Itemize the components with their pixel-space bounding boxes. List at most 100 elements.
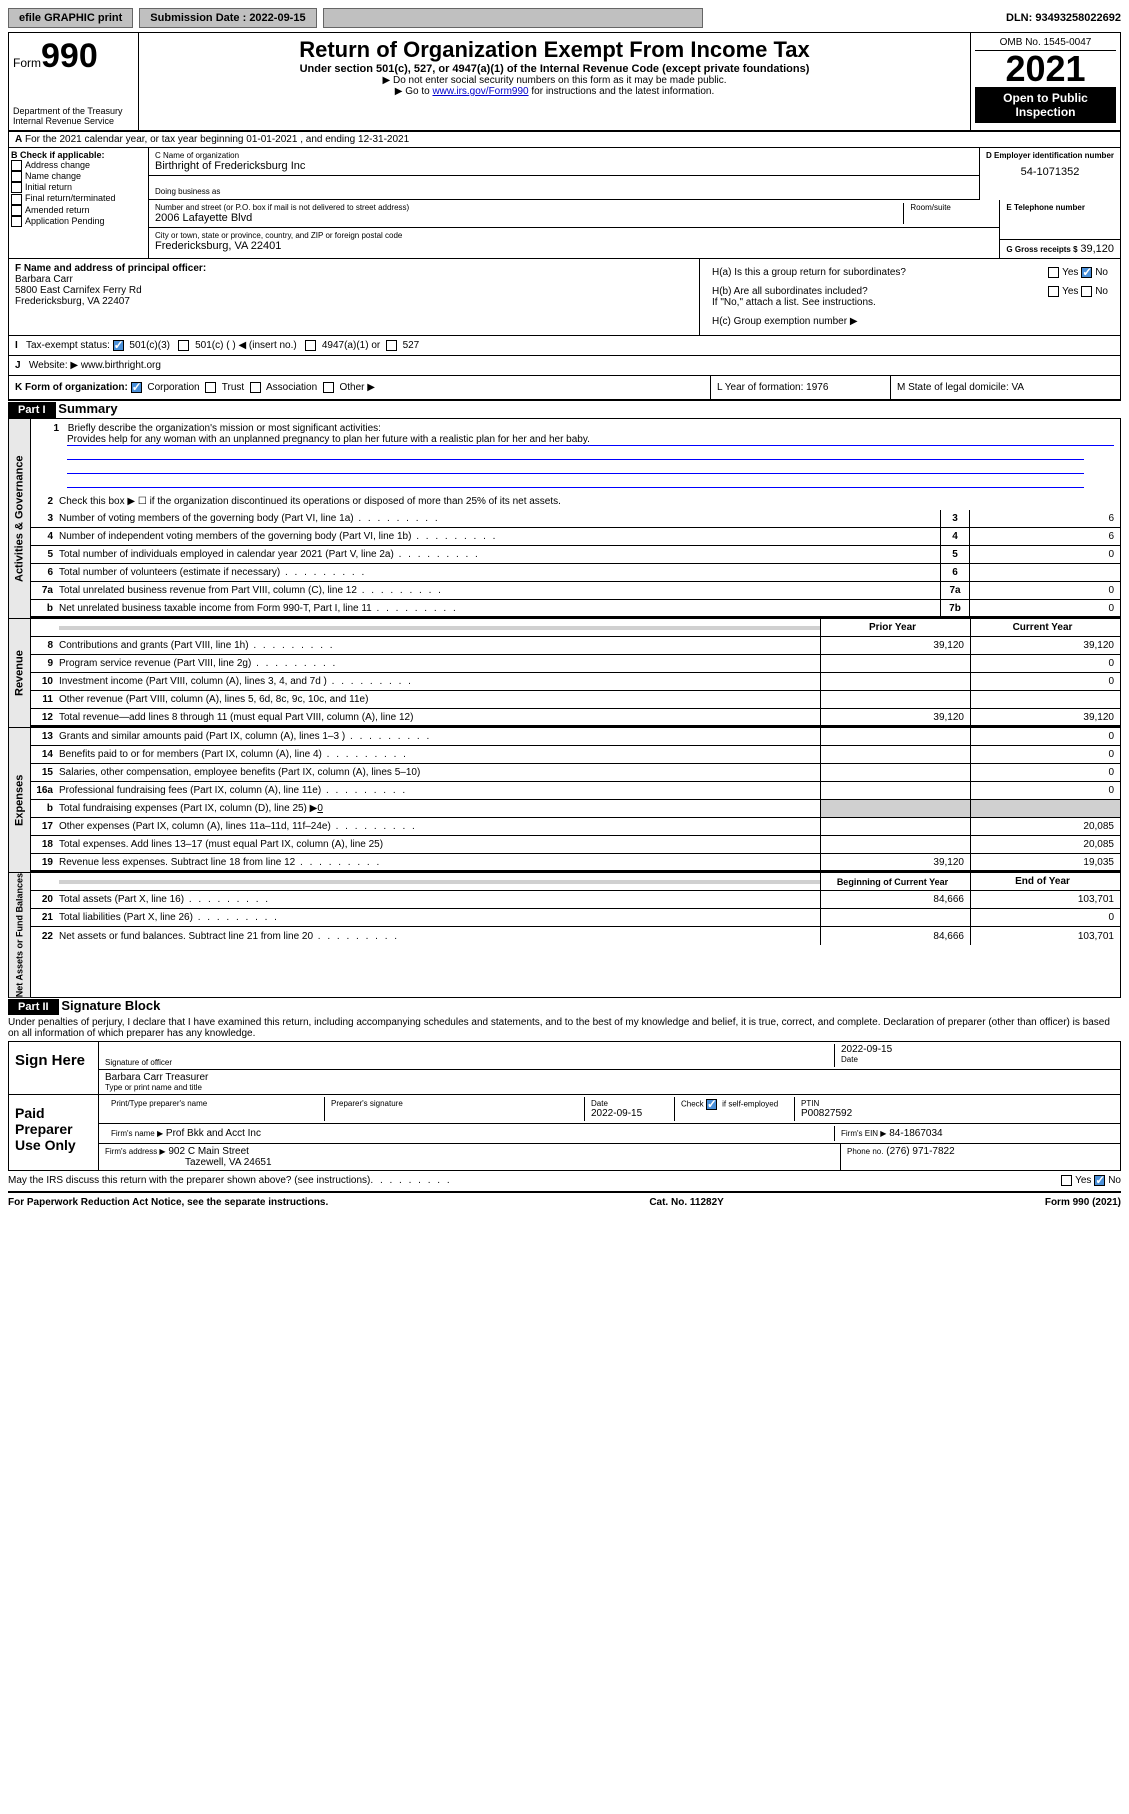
checkbox-icon[interactable] bbox=[205, 382, 216, 393]
i-opt3: 4947(a)(1) or bbox=[322, 340, 380, 351]
line10-text: Investment income (Part VIII, column (A)… bbox=[59, 674, 820, 689]
mission-blank-line bbox=[67, 446, 1084, 460]
b-opt-5: Application Pending bbox=[11, 216, 146, 227]
website-value: www.birthright.org bbox=[81, 360, 161, 371]
discuss-text: May the IRS discuss this return with the… bbox=[8, 1175, 370, 1186]
line11-text: Other revenue (Part VIII, column (A), li… bbox=[59, 692, 820, 707]
page-footer: For Paperwork Reduction Act Notice, see … bbox=[8, 1193, 1121, 1212]
checkbox-checked-icon[interactable] bbox=[706, 1099, 717, 1110]
hc-row: H(c) Group exemption number ▶ bbox=[706, 312, 1114, 331]
row-j: J Website: ▶ www.birthright.org bbox=[9, 356, 1120, 376]
val-12p: 39,120 bbox=[820, 709, 970, 725]
firm-ein-label: Firm's EIN ▶ bbox=[841, 1129, 886, 1138]
no-label: No bbox=[1095, 267, 1108, 278]
footer-right-num: 990 bbox=[1073, 1197, 1090, 1208]
preparer-header-line: Print/Type preparer's name Preparer's si… bbox=[99, 1095, 1120, 1124]
firm-name-line: Firm's name ▶ Prof Bkk and Acct Inc Firm… bbox=[99, 1124, 1120, 1144]
checkbox-icon[interactable] bbox=[11, 182, 22, 193]
row-f-h: F Name and address of principal officer:… bbox=[8, 259, 1121, 336]
line19-text: Revenue less expenses. Subtract line 18 … bbox=[59, 855, 820, 870]
checkbox-checked-icon[interactable] bbox=[113, 340, 124, 351]
row-i: I Tax-exempt status: 501(c)(3) 501(c) ( … bbox=[9, 336, 1120, 355]
line7b-text: Net unrelated business taxable income fr… bbox=[59, 601, 940, 616]
checkbox-icon[interactable] bbox=[178, 340, 189, 351]
submission-date-button[interactable]: Submission Date : 2022-09-15 bbox=[139, 8, 316, 28]
val-17c: 20,085 bbox=[970, 818, 1120, 835]
b-opt-1: Name change bbox=[11, 171, 146, 182]
checkbox-checked-icon[interactable] bbox=[1094, 1175, 1105, 1186]
c-name-label: C Name of organization bbox=[155, 151, 973, 160]
val-14p bbox=[820, 746, 970, 763]
line22-text: Net assets or fund balances. Subtract li… bbox=[59, 929, 820, 944]
line16b-text: Total fundraising expenses (Part IX, col… bbox=[59, 801, 820, 816]
val-7b: 0 bbox=[970, 600, 1120, 616]
line16a-text: Professional fundraising fees (Part IX, … bbox=[59, 783, 820, 798]
checkbox-icon[interactable] bbox=[305, 340, 316, 351]
val-3: 6 bbox=[970, 510, 1120, 527]
vlabel-revenue: Revenue bbox=[9, 619, 31, 727]
paid-preparer-label: Paid Preparer Use Only bbox=[9, 1095, 99, 1170]
line-a-text: For the 2021 calendar year, or tax year … bbox=[25, 134, 409, 145]
type-name-label: Type or print name and title bbox=[105, 1083, 1114, 1092]
checkbox-icon[interactable] bbox=[11, 171, 22, 182]
form-number: 990 bbox=[41, 37, 98, 75]
mission-blank-line bbox=[67, 474, 1084, 488]
line-15: 15Salaries, other compensation, employee… bbox=[31, 764, 1120, 782]
checkbox-icon[interactable] bbox=[386, 340, 397, 351]
col-e-g: E Telephone number G Gross receipts $ 39… bbox=[999, 200, 1120, 258]
prep-sig-label: Preparer's signature bbox=[331, 1099, 578, 1108]
efile-button[interactable]: efile GRAPHIC print bbox=[8, 8, 133, 28]
line-1: 1 Briefly describe the organization's mi… bbox=[31, 419, 1120, 492]
checkbox-icon[interactable] bbox=[1048, 267, 1059, 278]
b-opt-3-label: Final return/terminated bbox=[25, 193, 116, 203]
val-11p bbox=[820, 691, 970, 708]
c-dba-box: Doing business as bbox=[149, 176, 979, 200]
discuss-row: May the IRS discuss this return with the… bbox=[8, 1171, 1121, 1192]
checkbox-icon[interactable] bbox=[1081, 286, 1092, 297]
line3-text: Number of voting members of the governin… bbox=[59, 511, 940, 526]
checkbox-icon[interactable] bbox=[11, 160, 22, 171]
row-i-j: I Tax-exempt status: 501(c)(3) 501(c) ( … bbox=[8, 336, 1121, 376]
val-22p: 84,666 bbox=[820, 927, 970, 945]
k-opt1: Trust bbox=[222, 382, 244, 393]
line20-text: Total assets (Part X, line 16) bbox=[59, 892, 820, 907]
ptin-value: P00827592 bbox=[801, 1108, 1108, 1119]
line9-text: Program service revenue (Part VIII, line… bbox=[59, 656, 820, 671]
hc-label: H(c) Group exemption number ▶ bbox=[712, 316, 858, 327]
c-name-box: C Name of organization Birthright of Fre… bbox=[149, 148, 979, 176]
line-20: 20Total assets (Part X, line 16)84,66610… bbox=[31, 891, 1120, 909]
checkbox-icon[interactable] bbox=[250, 382, 261, 393]
checkbox-icon[interactable] bbox=[1061, 1175, 1072, 1186]
current-year-header: Current Year bbox=[970, 619, 1120, 636]
checkbox-icon[interactable] bbox=[1048, 286, 1059, 297]
j-label: Website: ▶ bbox=[29, 360, 78, 371]
val-20c: 103,701 bbox=[970, 891, 1120, 908]
expenses-block: Expenses 13Grants and similar amounts pa… bbox=[8, 728, 1121, 873]
mission-text: Provides help for any woman with an unpl… bbox=[67, 434, 1114, 446]
blank-bar bbox=[323, 8, 703, 28]
checkbox-checked-icon[interactable] bbox=[131, 382, 142, 393]
e-box: E Telephone number bbox=[1000, 200, 1120, 240]
checkbox-icon[interactable] bbox=[323, 382, 334, 393]
part2-header-row: Part II Signature Block bbox=[8, 998, 1121, 1015]
firm-name-label: Firm's name ▶ bbox=[111, 1129, 163, 1138]
k-opt0: Corporation bbox=[147, 382, 199, 393]
val-21c: 0 bbox=[970, 909, 1120, 926]
line-9: 9Program service revenue (Part VIII, lin… bbox=[31, 655, 1120, 673]
checkbox-icon[interactable] bbox=[11, 194, 22, 205]
line-16b: bTotal fundraising expenses (Part IX, co… bbox=[31, 800, 1120, 818]
irs-link[interactable]: www.irs.gov/Form990 bbox=[432, 86, 528, 97]
instr-2-pre: ▶ Go to bbox=[395, 86, 433, 97]
netassets-block: Net Assets or Fund Balances Beginning of… bbox=[8, 873, 1121, 998]
paid-preparer-row: Paid Preparer Use Only Print/Type prepar… bbox=[9, 1095, 1120, 1170]
val-10p bbox=[820, 673, 970, 690]
line-18: 18Total expenses. Add lines 13–17 (must … bbox=[31, 836, 1120, 854]
checkbox-icon[interactable] bbox=[11, 216, 22, 227]
line6-text: Total number of volunteers (estimate if … bbox=[59, 565, 940, 580]
checkbox-checked-icon[interactable] bbox=[1081, 267, 1092, 278]
checkbox-icon[interactable] bbox=[11, 205, 22, 216]
revenue-section: Prior YearCurrent Year 8Contributions an… bbox=[31, 619, 1120, 727]
tax-year: 2021 bbox=[975, 51, 1116, 87]
line12-text: Total revenue—add lines 8 through 11 (mu… bbox=[59, 710, 820, 725]
ha-label: H(a) Is this a group return for subordin… bbox=[712, 267, 906, 278]
